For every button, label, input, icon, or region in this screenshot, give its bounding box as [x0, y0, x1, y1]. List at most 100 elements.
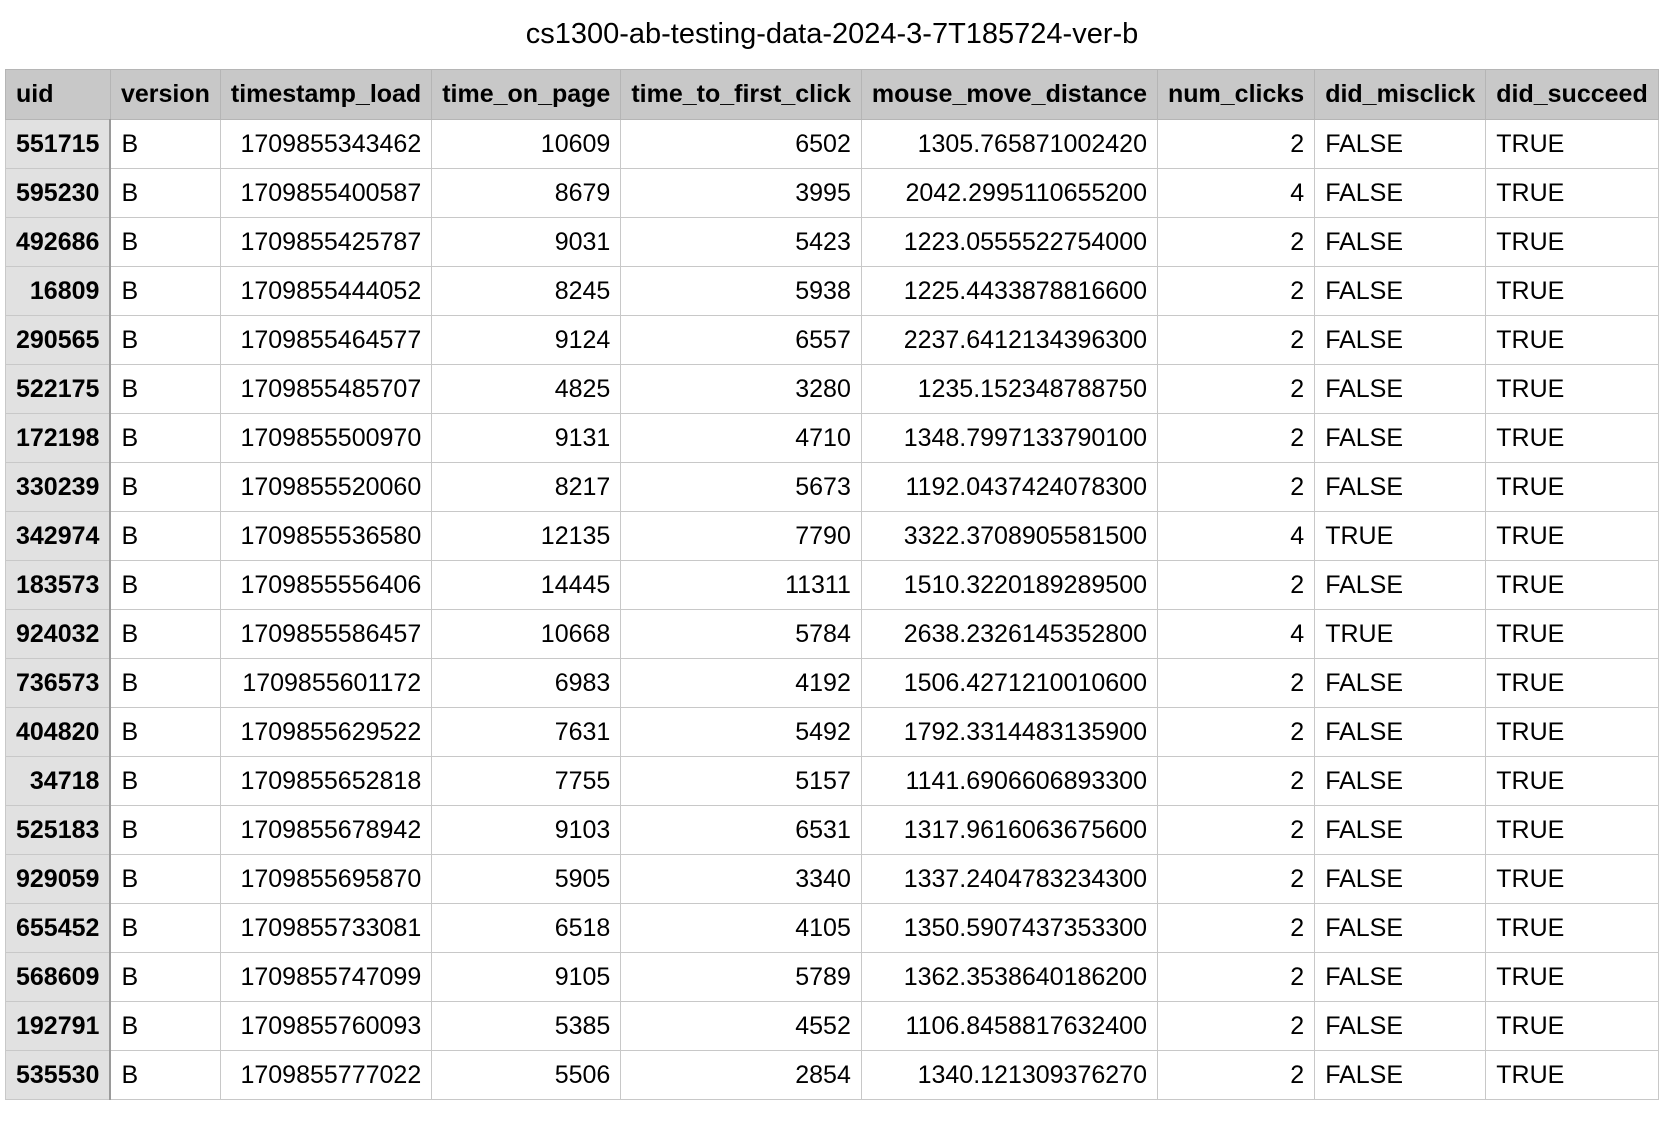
cell-time-on-page[interactable]: 10668: [431, 609, 622, 659]
row-header-uid[interactable]: 525183: [5, 805, 112, 855]
table-row[interactable]: 655452 B 1709855733081 6518 4105 1350.5907437…: [5, 903, 1659, 953]
cell-num-clicks[interactable]: 2: [1156, 217, 1316, 267]
cell-num-clicks[interactable]: 2: [1156, 903, 1316, 953]
cell-did-succeed[interactable]: TRUE: [1485, 609, 1659, 659]
cell-version[interactable]: B: [109, 266, 221, 316]
cell-did-succeed[interactable]: TRUE: [1485, 854, 1659, 904]
column-header-did-misclick[interactable]: did_misclick: [1314, 69, 1487, 120]
cell-did-misclick[interactable]: FALSE: [1314, 413, 1487, 463]
cell-version[interactable]: B: [109, 805, 221, 855]
cell-num-clicks[interactable]: 2: [1156, 364, 1316, 414]
row-header-uid[interactable]: 16809: [5, 266, 112, 316]
cell-time-to-first-click[interactable]: 4552: [620, 1001, 862, 1051]
cell-version[interactable]: B: [109, 658, 221, 708]
cell-num-clicks[interactable]: 2: [1156, 413, 1316, 463]
cell-timestamp-load[interactable]: 1709855425787: [219, 217, 433, 267]
cell-time-to-first-click[interactable]: 4192: [620, 658, 862, 708]
cell-timestamp-load[interactable]: 1709855777022: [219, 1050, 433, 1100]
table-row[interactable]: 492686 B 1709855425787 9031 5423 1223.0555522…: [5, 217, 1659, 267]
cell-version[interactable]: B: [109, 903, 221, 953]
cell-timestamp-load[interactable]: 1709855536580: [219, 511, 433, 561]
row-header-uid[interactable]: 535530: [5, 1050, 112, 1100]
cell-version[interactable]: B: [109, 609, 221, 659]
cell-did-misclick[interactable]: FALSE: [1314, 707, 1487, 757]
cell-did-misclick[interactable]: TRUE: [1314, 511, 1487, 561]
cell-did-misclick[interactable]: TRUE: [1314, 609, 1487, 659]
table-row[interactable]: 16809 B 1709855444052 8245 5938 1225.44338788…: [5, 266, 1659, 316]
cell-mouse-move-distance[interactable]: 1235.152348788750: [860, 364, 1159, 414]
cell-time-to-first-click[interactable]: 5423: [620, 217, 862, 267]
cell-timestamp-load[interactable]: 1709855678942: [219, 805, 433, 855]
table-row[interactable]: 404820 B 1709855629522 7631 5492 1792.3314483…: [5, 707, 1659, 757]
row-header-uid[interactable]: 404820: [5, 707, 112, 757]
cell-timestamp-load[interactable]: 1709855556406: [219, 560, 433, 610]
cell-mouse-move-distance[interactable]: 2638.2326145352800: [860, 609, 1159, 659]
cell-time-to-first-click[interactable]: 5784: [620, 609, 862, 659]
cell-did-succeed[interactable]: TRUE: [1485, 119, 1659, 169]
cell-timestamp-load[interactable]: 1709855747099: [219, 952, 433, 1002]
cell-num-clicks[interactable]: 4: [1156, 511, 1316, 561]
cell-mouse-move-distance[interactable]: 1141.6906606893300: [860, 756, 1159, 806]
cell-version[interactable]: B: [109, 756, 221, 806]
cell-time-to-first-click[interactable]: 5673: [620, 462, 862, 512]
cell-mouse-move-distance[interactable]: 1340.121309376270: [860, 1050, 1159, 1100]
cell-timestamp-load[interactable]: 1709855485707: [219, 364, 433, 414]
cell-did-misclick[interactable]: FALSE: [1314, 266, 1487, 316]
cell-time-on-page[interactable]: 8679: [431, 168, 622, 218]
cell-time-on-page[interactable]: 8217: [431, 462, 622, 512]
cell-version[interactable]: B: [109, 315, 221, 365]
cell-mouse-move-distance[interactable]: 2237.6412134396300: [860, 315, 1159, 365]
cell-time-on-page[interactable]: 9105: [431, 952, 622, 1002]
cell-time-to-first-click[interactable]: 6502: [620, 119, 862, 169]
cell-time-to-first-click[interactable]: 7790: [620, 511, 862, 561]
row-header-uid[interactable]: 34718: [5, 756, 112, 806]
cell-did-succeed[interactable]: TRUE: [1485, 266, 1659, 316]
table-row[interactable]: 736573 B 1709855601172 6983 4192 1506.4271210…: [5, 658, 1659, 708]
cell-did-succeed[interactable]: TRUE: [1485, 168, 1659, 218]
cell-mouse-move-distance[interactable]: 1506.4271210010600: [860, 658, 1159, 708]
table-row[interactable]: 535530 B 1709855777022 5506 2854 1340.1213093…: [5, 1050, 1659, 1100]
cell-mouse-move-distance[interactable]: 1305.765871002420: [860, 119, 1159, 169]
table-row[interactable]: 522175 B 1709855485707 4825 3280 1235.1523487…: [5, 364, 1659, 414]
cell-did-misclick[interactable]: FALSE: [1314, 217, 1487, 267]
cell-num-clicks[interactable]: 4: [1156, 609, 1316, 659]
cell-time-to-first-click[interactable]: 6531: [620, 805, 862, 855]
cell-time-to-first-click[interactable]: 3995: [620, 168, 862, 218]
cell-time-on-page[interactable]: 9031: [431, 217, 622, 267]
cell-mouse-move-distance[interactable]: 1350.5907437353300: [860, 903, 1159, 953]
cell-did-succeed[interactable]: TRUE: [1485, 217, 1659, 267]
cell-timestamp-load[interactable]: 1709855652818: [219, 756, 433, 806]
cell-did-succeed[interactable]: TRUE: [1485, 756, 1659, 806]
cell-time-to-first-click[interactable]: 5157: [620, 756, 862, 806]
cell-timestamp-load[interactable]: 1709855733081: [219, 903, 433, 953]
cell-did-succeed[interactable]: TRUE: [1485, 413, 1659, 463]
cell-version[interactable]: B: [109, 1050, 221, 1100]
row-header-uid[interactable]: 492686: [5, 217, 112, 267]
table-row[interactable]: 929059 B 1709855695870 5905 3340 1337.2404783…: [5, 854, 1659, 904]
cell-num-clicks[interactable]: 2: [1156, 1050, 1316, 1100]
cell-did-succeed[interactable]: TRUE: [1485, 903, 1659, 953]
row-header-uid[interactable]: 568609: [5, 952, 112, 1002]
row-header-uid[interactable]: 183573: [5, 560, 112, 610]
cell-num-clicks[interactable]: 2: [1156, 119, 1316, 169]
cell-num-clicks[interactable]: 2: [1156, 805, 1316, 855]
cell-version[interactable]: B: [109, 364, 221, 414]
cell-version[interactable]: B: [109, 168, 221, 218]
cell-time-to-first-click[interactable]: 4710: [620, 413, 862, 463]
cell-did-misclick[interactable]: FALSE: [1314, 952, 1487, 1002]
cell-timestamp-load[interactable]: 1709855586457: [219, 609, 433, 659]
cell-version[interactable]: B: [109, 1001, 221, 1051]
column-header-time-on-page[interactable]: time_on_page: [431, 69, 622, 120]
cell-timestamp-load[interactable]: 1709855400587: [219, 168, 433, 218]
column-header-version[interactable]: version: [109, 69, 221, 120]
cell-num-clicks[interactable]: 2: [1156, 707, 1316, 757]
row-header-uid[interactable]: 929059: [5, 854, 112, 904]
cell-time-to-first-click[interactable]: 3280: [620, 364, 862, 414]
row-header-uid[interactable]: 192791: [5, 1001, 112, 1051]
cell-did-misclick[interactable]: FALSE: [1314, 168, 1487, 218]
row-header-uid[interactable]: 551715: [5, 119, 112, 169]
table-row[interactable]: 568609 B 1709855747099 9105 5789 1362.3538640…: [5, 952, 1659, 1002]
cell-time-to-first-click[interactable]: 4105: [620, 903, 862, 953]
cell-timestamp-load[interactable]: 1709855695870: [219, 854, 433, 904]
cell-num-clicks[interactable]: 4: [1156, 168, 1316, 218]
